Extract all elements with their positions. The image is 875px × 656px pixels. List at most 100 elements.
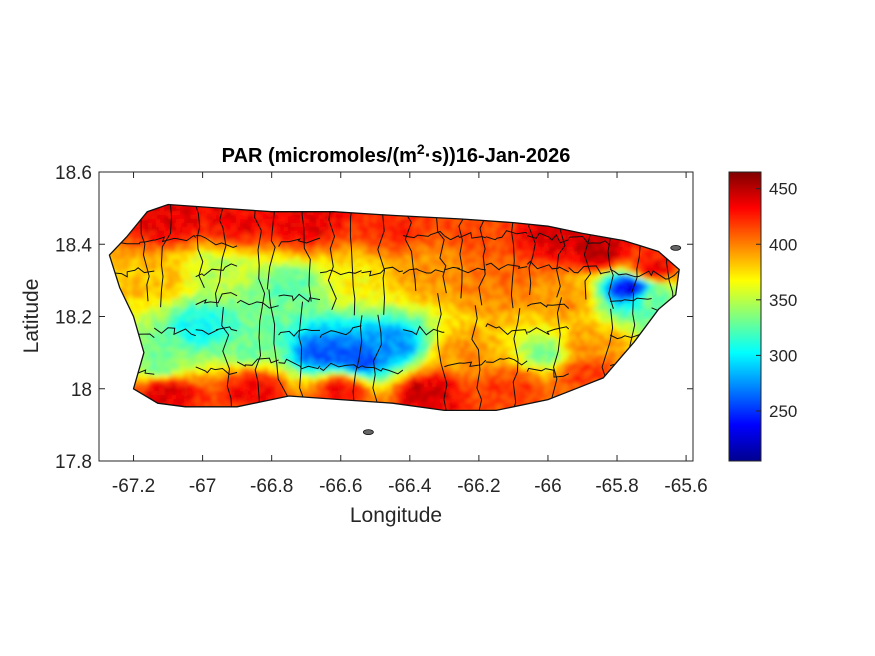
heatmap-cell [148,223,153,228]
heatmap-cell [364,303,369,308]
heatmap-cell [208,311,213,316]
heatmap-cell [276,339,281,344]
heatmap-cell [336,279,341,284]
heatmap-cell [260,315,265,320]
heatmap-cell [324,267,329,272]
heatmap-cell [216,223,221,228]
heatmap-cell [160,351,165,356]
heatmap-cell [252,363,257,368]
heatmap-cell [256,271,261,276]
heatmap-cell [424,363,429,368]
heatmap-cell [248,291,253,296]
heatmap-cell [268,335,273,340]
heatmap-cell [296,307,301,312]
heatmap-cell [344,307,349,312]
heatmap-cell [140,335,145,340]
heatmap-cell [432,243,437,248]
heatmap-cell [428,399,433,404]
heatmap-cell [312,355,317,360]
heatmap-cell [352,287,357,292]
heatmap-cell [404,347,409,352]
heatmap-cell [396,391,401,396]
heatmap-cell [304,215,309,220]
heatmap-cell [364,235,369,240]
heatmap-cell [192,367,197,372]
heatmap-cell [364,371,369,376]
heatmap-cell [432,259,437,264]
heatmap-cell [172,239,177,244]
heatmap-cell [244,211,249,216]
heatmap-cell [260,371,265,376]
heatmap-cell [208,403,213,408]
heatmap-cell [144,355,149,360]
heatmap-cell [292,211,297,216]
heatmap-cell [432,283,437,288]
heatmap-cell [380,351,385,356]
heatmap-cell [240,355,245,360]
heatmap-cell [148,303,153,308]
heatmap-cell [212,271,217,276]
heatmap-cell [300,355,305,360]
heatmap-cell [164,367,169,372]
heatmap-cell [336,287,341,292]
heatmap-cell [432,351,437,356]
heatmap-cell [152,319,157,324]
heatmap-cell [240,223,245,228]
heatmap-cell [192,355,197,360]
heatmap-cell [364,315,369,320]
heatmap-cell [388,251,393,256]
heatmap-cell [220,395,225,400]
heatmap-cell [192,247,197,252]
heatmap-cell [196,315,201,320]
heatmap-cell [240,239,245,244]
heatmap-cell [284,219,289,224]
heatmap-cell [204,283,209,288]
heatmap-cell [424,251,429,256]
heatmap-cell [440,339,445,344]
heatmap-cell [192,359,197,364]
heatmap-cell [444,251,449,256]
heatmap-cell [204,243,209,248]
heatmap-cell [232,367,237,372]
heatmap-cell [252,259,257,264]
heatmap-cell [420,247,425,252]
heatmap-cell [160,379,165,384]
heatmap-cell [448,291,453,296]
heatmap-cell [136,247,141,252]
heatmap-cell [132,263,137,268]
heatmap-cell [388,231,393,236]
heatmap-cell [288,327,293,332]
heatmap-cell [300,347,305,352]
heatmap-cell [236,379,241,384]
heatmap-cell [272,351,277,356]
heatmap-cell [380,271,385,276]
heatmap-cell [352,371,357,376]
heatmap-cell [144,319,149,324]
heatmap-cell [436,339,441,344]
heatmap-cell [344,259,349,264]
heatmap-cell [144,291,149,296]
heatmap-cell [148,323,153,328]
heatmap-cell [420,275,425,280]
heatmap-cell [172,207,177,212]
heatmap-cell [316,259,321,264]
heatmap-cell [288,335,293,340]
heatmap-cell [416,399,421,404]
heatmap-cell [412,299,417,304]
heatmap-cell [360,311,365,316]
heatmap-cell [140,295,145,300]
heatmap-cell [312,283,317,288]
heatmap-cell [168,267,173,272]
heatmap-cell [348,355,353,360]
heatmap-cell [256,351,261,356]
heatmap-cell [348,315,353,320]
heatmap-cell [408,379,413,384]
heatmap-cell [300,251,305,256]
heatmap-cell [384,319,389,324]
heatmap-cell [232,239,237,244]
heatmap-cell [176,259,181,264]
heatmap-cell [152,211,157,216]
heatmap-cell [284,275,289,280]
heatmap-cell [160,223,165,228]
heatmap-cell [340,279,345,284]
